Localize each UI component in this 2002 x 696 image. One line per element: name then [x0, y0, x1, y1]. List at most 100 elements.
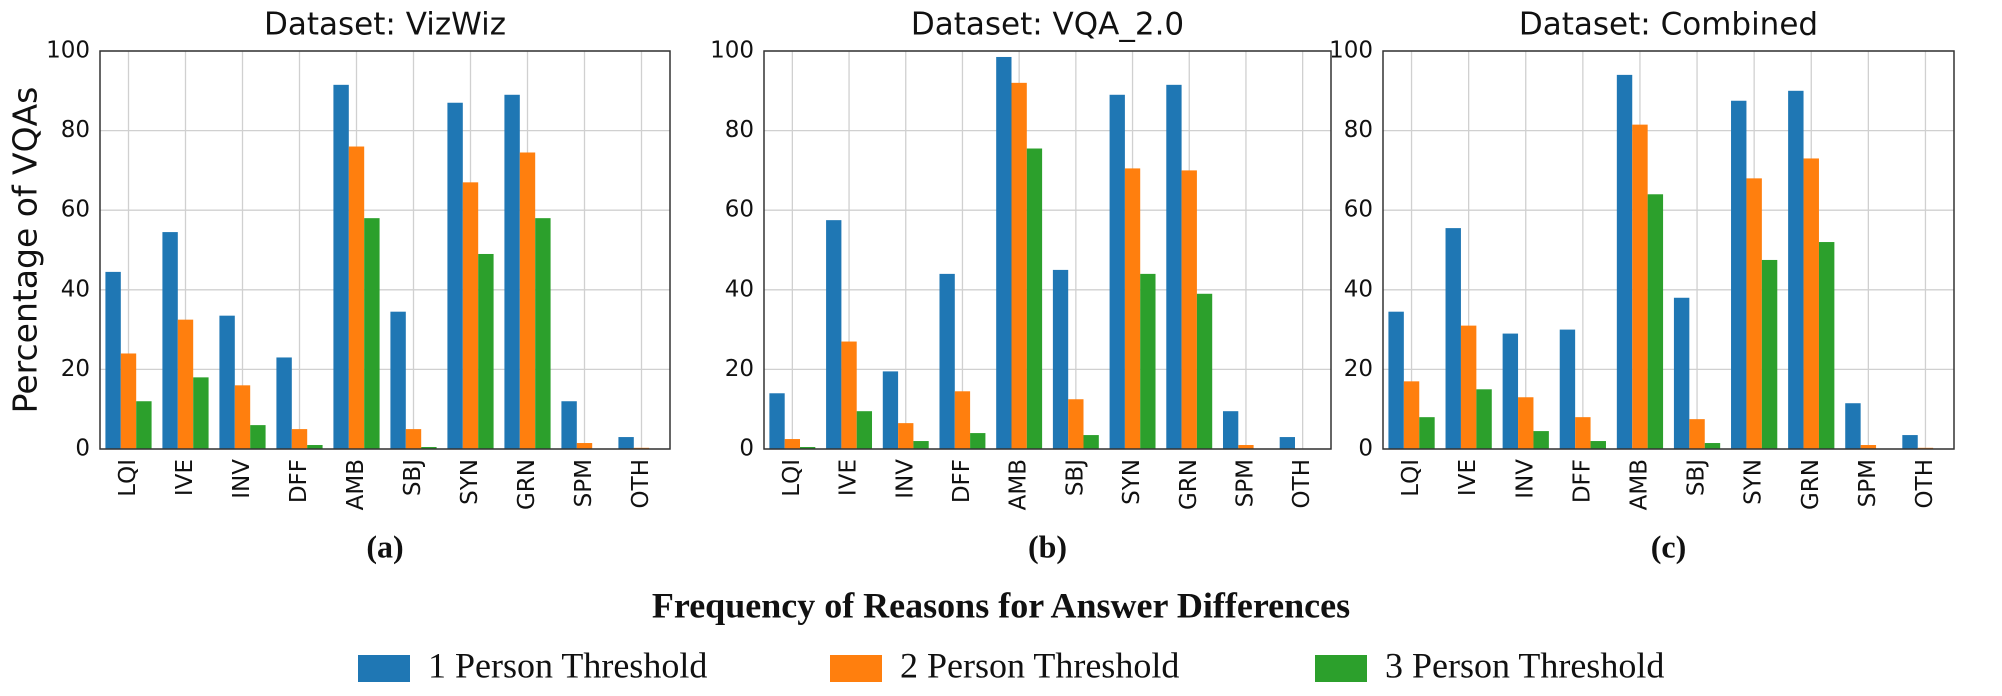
x-tick-label: DFF — [1569, 459, 1595, 503]
bar — [307, 445, 323, 449]
x-tick-label: GRN — [514, 459, 540, 510]
bar — [1704, 443, 1721, 449]
y-tick-label: 20 — [725, 356, 754, 382]
bar — [1181, 170, 1197, 449]
y-tick-label: 20 — [1344, 356, 1373, 382]
x-tick-label: IVE — [836, 459, 862, 496]
bar — [1238, 445, 1254, 449]
bar — [1616, 74, 1633, 449]
bar — [1902, 435, 1918, 449]
panel-label: (a) — [366, 528, 403, 564]
y-tick-label: 80 — [1344, 117, 1373, 143]
bar — [276, 357, 292, 449]
bar — [1011, 82, 1027, 449]
bar — [1026, 148, 1043, 449]
x-tick-label: SYN — [1119, 459, 1145, 505]
bar — [447, 102, 463, 450]
bar — [1818, 242, 1835, 449]
x-tick-label: SBJ — [1684, 459, 1710, 496]
plot-frame — [763, 50, 1332, 450]
bar — [1476, 389, 1492, 449]
bar — [913, 441, 929, 449]
bar — [1222, 411, 1239, 449]
bar — [561, 401, 577, 449]
bar — [234, 385, 251, 449]
bar — [1761, 259, 1778, 449]
bar — [333, 84, 349, 449]
bar — [970, 433, 986, 449]
y-tick-label: 80 — [61, 117, 90, 143]
bar — [1083, 435, 1099, 449]
y-tick-label: 40 — [61, 276, 90, 302]
x-tick-label: DFF — [949, 459, 975, 503]
x-tick-label: SYN — [1741, 459, 1767, 505]
x-tick-label: OTH — [628, 459, 654, 508]
bar — [882, 371, 899, 449]
x-tick-label: SBJ — [400, 459, 426, 496]
y-tick-label: 40 — [1344, 276, 1373, 302]
chart-title: Dataset: Combined — [1519, 7, 1818, 43]
bar — [841, 341, 857, 449]
x-tick-label: GRN — [1176, 459, 1202, 510]
bar — [1533, 431, 1549, 449]
bar — [1860, 445, 1877, 449]
x-tick-label: DFF — [286, 459, 312, 503]
y-tick-label: 0 — [1358, 436, 1373, 462]
bar — [996, 56, 1012, 449]
bar — [1518, 397, 1534, 449]
bar — [1845, 403, 1861, 449]
bar — [291, 429, 308, 449]
y-tick-label: 40 — [725, 276, 754, 302]
x-tick-label: SPM — [1232, 459, 1258, 507]
y-tick-label: 60 — [725, 197, 754, 223]
bar — [618, 437, 634, 449]
x-tick-label: INV — [229, 459, 255, 499]
bar — [1403, 381, 1420, 449]
y-tick-label: 100 — [46, 38, 90, 64]
bar — [1673, 297, 1690, 449]
legend-swatch — [358, 655, 410, 682]
x-tick-label: GRN — [1798, 459, 1824, 510]
bar — [105, 271, 121, 449]
bar — [136, 401, 152, 449]
bar — [120, 353, 137, 449]
plot-frame — [99, 50, 671, 450]
legend-label: 2 Person Threshold — [900, 645, 1179, 685]
x-tick-label: INV — [892, 459, 918, 499]
y-tick-label: 100 — [1329, 38, 1373, 64]
bar — [856, 411, 873, 449]
caption: Frequency of Reasons for Answer Differen… — [652, 585, 1350, 625]
bar — [177, 319, 194, 449]
y-tick-label: 0 — [739, 436, 754, 462]
bar — [1445, 228, 1461, 449]
bar — [954, 391, 971, 449]
y-tick-label: 60 — [1344, 197, 1373, 223]
bar — [1460, 325, 1477, 449]
panel-label: (c) — [1651, 528, 1687, 564]
bar — [1166, 84, 1182, 449]
bar — [1196, 293, 1213, 449]
bar — [1632, 124, 1648, 449]
bar — [1689, 419, 1705, 449]
x-tick-label: OTH — [1289, 459, 1315, 508]
x-tick-label: AMB — [343, 459, 369, 510]
x-tick-label: IVE — [172, 459, 198, 496]
x-tick-label: INV — [1512, 459, 1538, 499]
bar — [769, 393, 785, 449]
chart-title: Dataset: VizWiz — [264, 7, 506, 43]
bar — [1068, 399, 1084, 449]
bar — [535, 218, 551, 449]
x-tick-label: LQI — [1398, 459, 1424, 497]
bar — [1803, 158, 1819, 449]
x-tick-label: SPM — [1855, 459, 1881, 507]
bar — [1590, 441, 1606, 449]
y-tick-label: 100 — [710, 38, 754, 64]
bar — [421, 447, 437, 449]
bar — [784, 439, 801, 449]
bar — [504, 94, 520, 449]
y-tick-label: 60 — [61, 197, 90, 223]
bar — [162, 232, 178, 449]
bar — [462, 182, 479, 449]
bar — [519, 152, 536, 450]
y-tick-label: 20 — [61, 356, 90, 382]
